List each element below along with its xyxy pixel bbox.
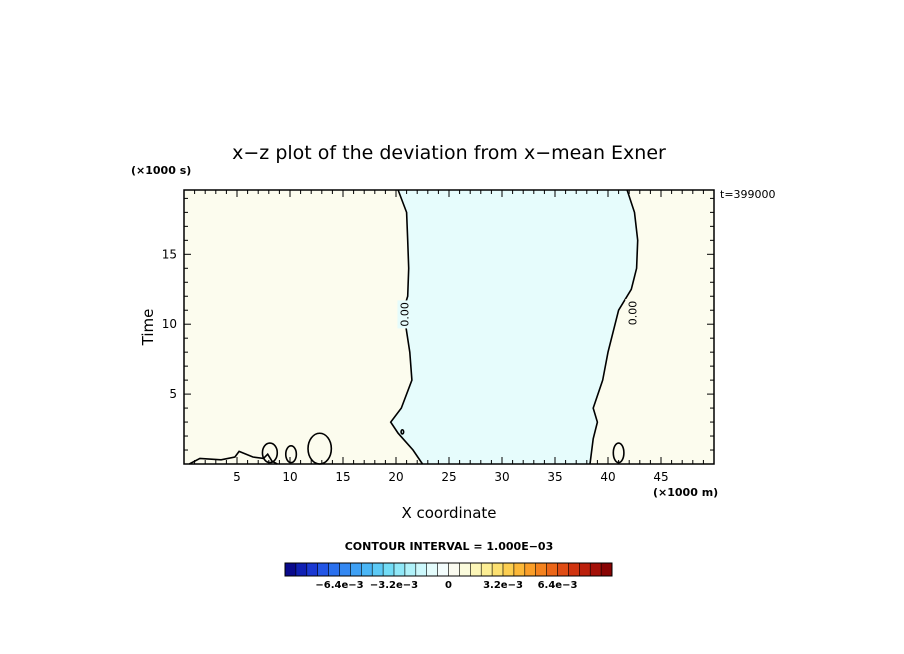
y-tick-label: 10 — [162, 317, 177, 331]
time-stamp: t=399000 — [720, 188, 776, 201]
x-tick-label: 30 — [494, 470, 509, 484]
colorbar-label: −6.4e−3 — [315, 580, 363, 591]
contour-blob — [261, 442, 279, 464]
colorbar-swatch — [426, 562, 439, 577]
colorbar-label: −3.2e−3 — [370, 580, 418, 591]
x-tick-label: 35 — [547, 470, 562, 484]
colorbar-swatch — [459, 562, 471, 577]
negative-region — [390, 190, 638, 464]
y-tick-label: 5 — [169, 387, 177, 401]
colorbar-swatch — [568, 562, 580, 577]
colorbar-labels: −6.4e−3 −3.2e−3 0 3.2e−3 6.4e−3 — [315, 580, 577, 591]
colorbar-swatch — [557, 562, 569, 577]
x-tick-label: 15 — [335, 470, 350, 484]
colorbar-swatch — [317, 562, 330, 577]
y-unit-label: (×1000 s) — [131, 164, 191, 177]
contour-blob — [400, 428, 405, 435]
colorbar-label: 0 — [445, 580, 452, 591]
x-unit-label: (×1000 m) — [653, 486, 718, 499]
x-tick-label: 10 — [282, 470, 297, 484]
colorbar-label: 3.2e−3 — [483, 580, 523, 591]
zero-contour-right — [589, 189, 639, 465]
colorbar-swatch — [328, 562, 341, 577]
colorbar-swatch — [524, 562, 537, 577]
colorbar-swatch — [360, 562, 373, 577]
colorbar — [284, 562, 613, 577]
svg-text:0.00: 0.00 — [398, 302, 411, 327]
colorbar-swatch — [469, 562, 482, 577]
colorbar-swatch — [535, 562, 548, 577]
x-axis-label: X coordinate — [401, 504, 496, 522]
colorbar-swatch — [600, 562, 613, 577]
chart-title: x−z plot of the deviation from x−mean Ex… — [232, 142, 666, 164]
colorbar-label: 6.4e−3 — [538, 580, 578, 591]
colorbar-swatch — [491, 562, 504, 577]
colorbar-swatch — [546, 562, 558, 577]
y-tick-label: 15 — [162, 247, 177, 261]
colorbar-swatch — [448, 562, 460, 577]
colorbar-swatch — [404, 562, 417, 577]
colorbar-swatch — [306, 562, 319, 577]
x-tick-label: 40 — [600, 470, 615, 484]
colorbar-swatch — [284, 562, 297, 577]
colorbar-swatch — [437, 562, 450, 577]
colorbar-swatch — [382, 562, 395, 577]
x-tick-label: 5 — [233, 470, 241, 484]
svg-text:0.00: 0.00 — [626, 301, 639, 326]
y-axis-label: Time — [139, 309, 157, 347]
colorbar-swatch — [339, 562, 351, 577]
colorbar-swatch — [295, 562, 308, 577]
colorbar-swatch — [513, 562, 526, 577]
colorbar-swatch — [415, 562, 428, 577]
colorbar-swatch — [502, 562, 515, 577]
x-tick-label: 45 — [653, 470, 668, 484]
colorbar-swatch — [589, 562, 602, 577]
contour-label-right: 0.00 — [625, 299, 640, 328]
contour-interval-text: CONTOUR INTERVAL = 1.000E−03 — [345, 540, 554, 553]
colorbar-swatch — [371, 562, 384, 577]
x-tick-label: 25 — [441, 470, 456, 484]
zero-contour-bottom — [188, 450, 278, 465]
contour-blob — [284, 445, 298, 464]
colorbar-swatch — [578, 562, 591, 577]
zero-contour-left — [389, 189, 424, 465]
colorbar-swatch — [350, 562, 362, 577]
plot-area: 0.00 0.00 5 10 15 20 25 30 35 40 45 5 10 15 — [162, 189, 715, 484]
x-tick-label: 20 — [388, 470, 403, 484]
contour-label-left: 0.00 — [397, 300, 412, 329]
colorbar-swatch — [393, 562, 406, 577]
colorbar-swatch — [480, 562, 493, 577]
